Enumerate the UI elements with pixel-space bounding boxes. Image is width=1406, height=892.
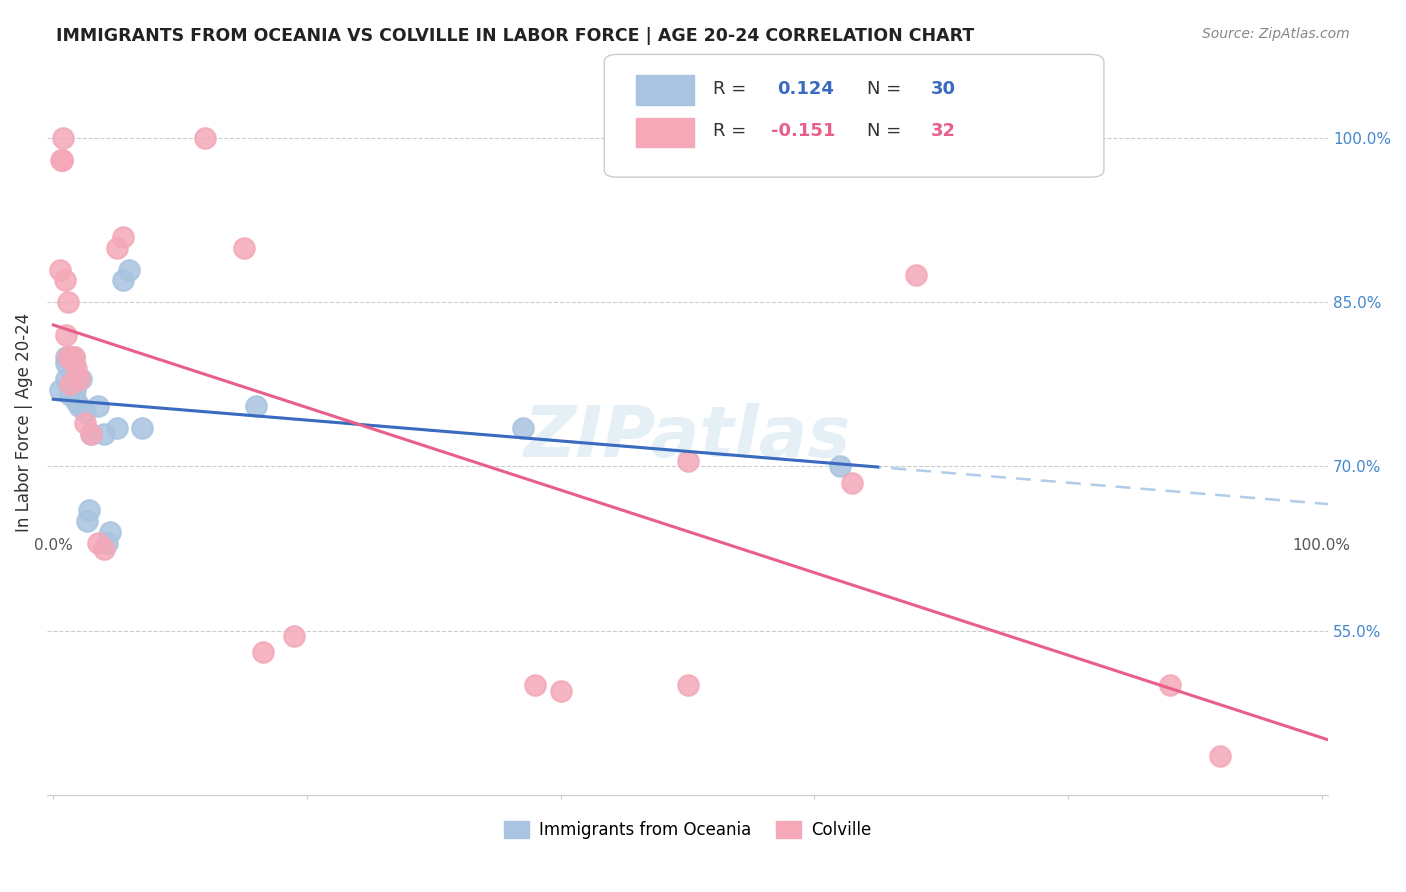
Point bbox=[841, 475, 863, 490]
Point bbox=[62, 350, 84, 364]
Point bbox=[59, 377, 82, 392]
Point bbox=[76, 514, 98, 528]
FancyBboxPatch shape bbox=[637, 75, 695, 105]
Legend: Immigrants from Oceania, Colville: Immigrants from Oceania, Colville bbox=[498, 814, 877, 846]
Point bbox=[59, 377, 82, 392]
FancyBboxPatch shape bbox=[605, 54, 1104, 178]
Point bbox=[51, 153, 73, 167]
Point bbox=[194, 131, 217, 145]
Text: R =: R = bbox=[713, 79, 747, 97]
Text: N =: N = bbox=[868, 122, 901, 140]
Point bbox=[49, 153, 72, 167]
Point bbox=[118, 262, 141, 277]
Point bbox=[52, 131, 75, 145]
Point bbox=[111, 273, 134, 287]
Point bbox=[96, 536, 118, 550]
Text: R =: R = bbox=[713, 122, 747, 140]
Text: N =: N = bbox=[868, 79, 901, 97]
Text: Source: ZipAtlas.com: Source: ZipAtlas.com bbox=[1202, 27, 1350, 41]
Text: 32: 32 bbox=[931, 122, 956, 140]
Point bbox=[62, 350, 84, 364]
Point bbox=[55, 355, 77, 369]
Y-axis label: In Labor Force | Age 20-24: In Labor Force | Age 20-24 bbox=[15, 313, 32, 533]
Point bbox=[86, 536, 108, 550]
Point bbox=[105, 241, 128, 255]
Point bbox=[63, 383, 86, 397]
Text: ZIPatlas: ZIPatlas bbox=[524, 403, 851, 472]
Point bbox=[59, 388, 82, 402]
Point bbox=[70, 372, 93, 386]
Point bbox=[65, 361, 87, 376]
Text: IMMIGRANTS FROM OCEANIA VS COLVILLE IN LABOR FORCE | AGE 20-24 CORRELATION CHART: IMMIGRANTS FROM OCEANIA VS COLVILLE IN L… bbox=[56, 27, 974, 45]
Point bbox=[48, 262, 70, 277]
Point bbox=[828, 459, 851, 474]
Text: 100.0%: 100.0% bbox=[1292, 538, 1351, 553]
Point bbox=[60, 367, 83, 381]
Point bbox=[512, 421, 534, 435]
Point bbox=[65, 393, 87, 408]
Point bbox=[53, 273, 76, 287]
Point bbox=[1209, 749, 1232, 764]
Point bbox=[1159, 678, 1181, 692]
Point bbox=[51, 153, 73, 167]
Text: 0.124: 0.124 bbox=[778, 79, 834, 97]
Point bbox=[283, 629, 305, 643]
Point bbox=[111, 229, 134, 244]
Point bbox=[62, 355, 84, 369]
Point bbox=[58, 295, 80, 310]
Point bbox=[93, 541, 115, 556]
Point bbox=[73, 405, 96, 419]
Text: 30: 30 bbox=[931, 79, 956, 97]
Point bbox=[55, 372, 77, 386]
Point bbox=[58, 350, 80, 364]
Point bbox=[55, 328, 77, 343]
Point bbox=[60, 350, 83, 364]
Point bbox=[77, 503, 100, 517]
Point bbox=[48, 383, 70, 397]
Point bbox=[676, 678, 699, 692]
Point bbox=[67, 372, 90, 386]
Point bbox=[60, 372, 83, 386]
Point bbox=[73, 416, 96, 430]
Text: -0.151: -0.151 bbox=[770, 122, 835, 140]
Point bbox=[93, 426, 115, 441]
Point bbox=[252, 645, 274, 659]
Point bbox=[67, 399, 90, 413]
Point bbox=[80, 426, 103, 441]
Point bbox=[245, 399, 267, 413]
Point bbox=[904, 268, 927, 282]
Point bbox=[131, 421, 153, 435]
Point bbox=[524, 678, 547, 692]
Point bbox=[676, 454, 699, 468]
FancyBboxPatch shape bbox=[637, 118, 695, 147]
Point bbox=[98, 525, 121, 540]
Point bbox=[80, 426, 103, 441]
Point bbox=[86, 399, 108, 413]
Point bbox=[55, 350, 77, 364]
Point bbox=[105, 421, 128, 435]
Point bbox=[232, 241, 254, 255]
Point bbox=[58, 350, 80, 364]
Point bbox=[550, 683, 572, 698]
Text: 0.0%: 0.0% bbox=[34, 538, 73, 553]
